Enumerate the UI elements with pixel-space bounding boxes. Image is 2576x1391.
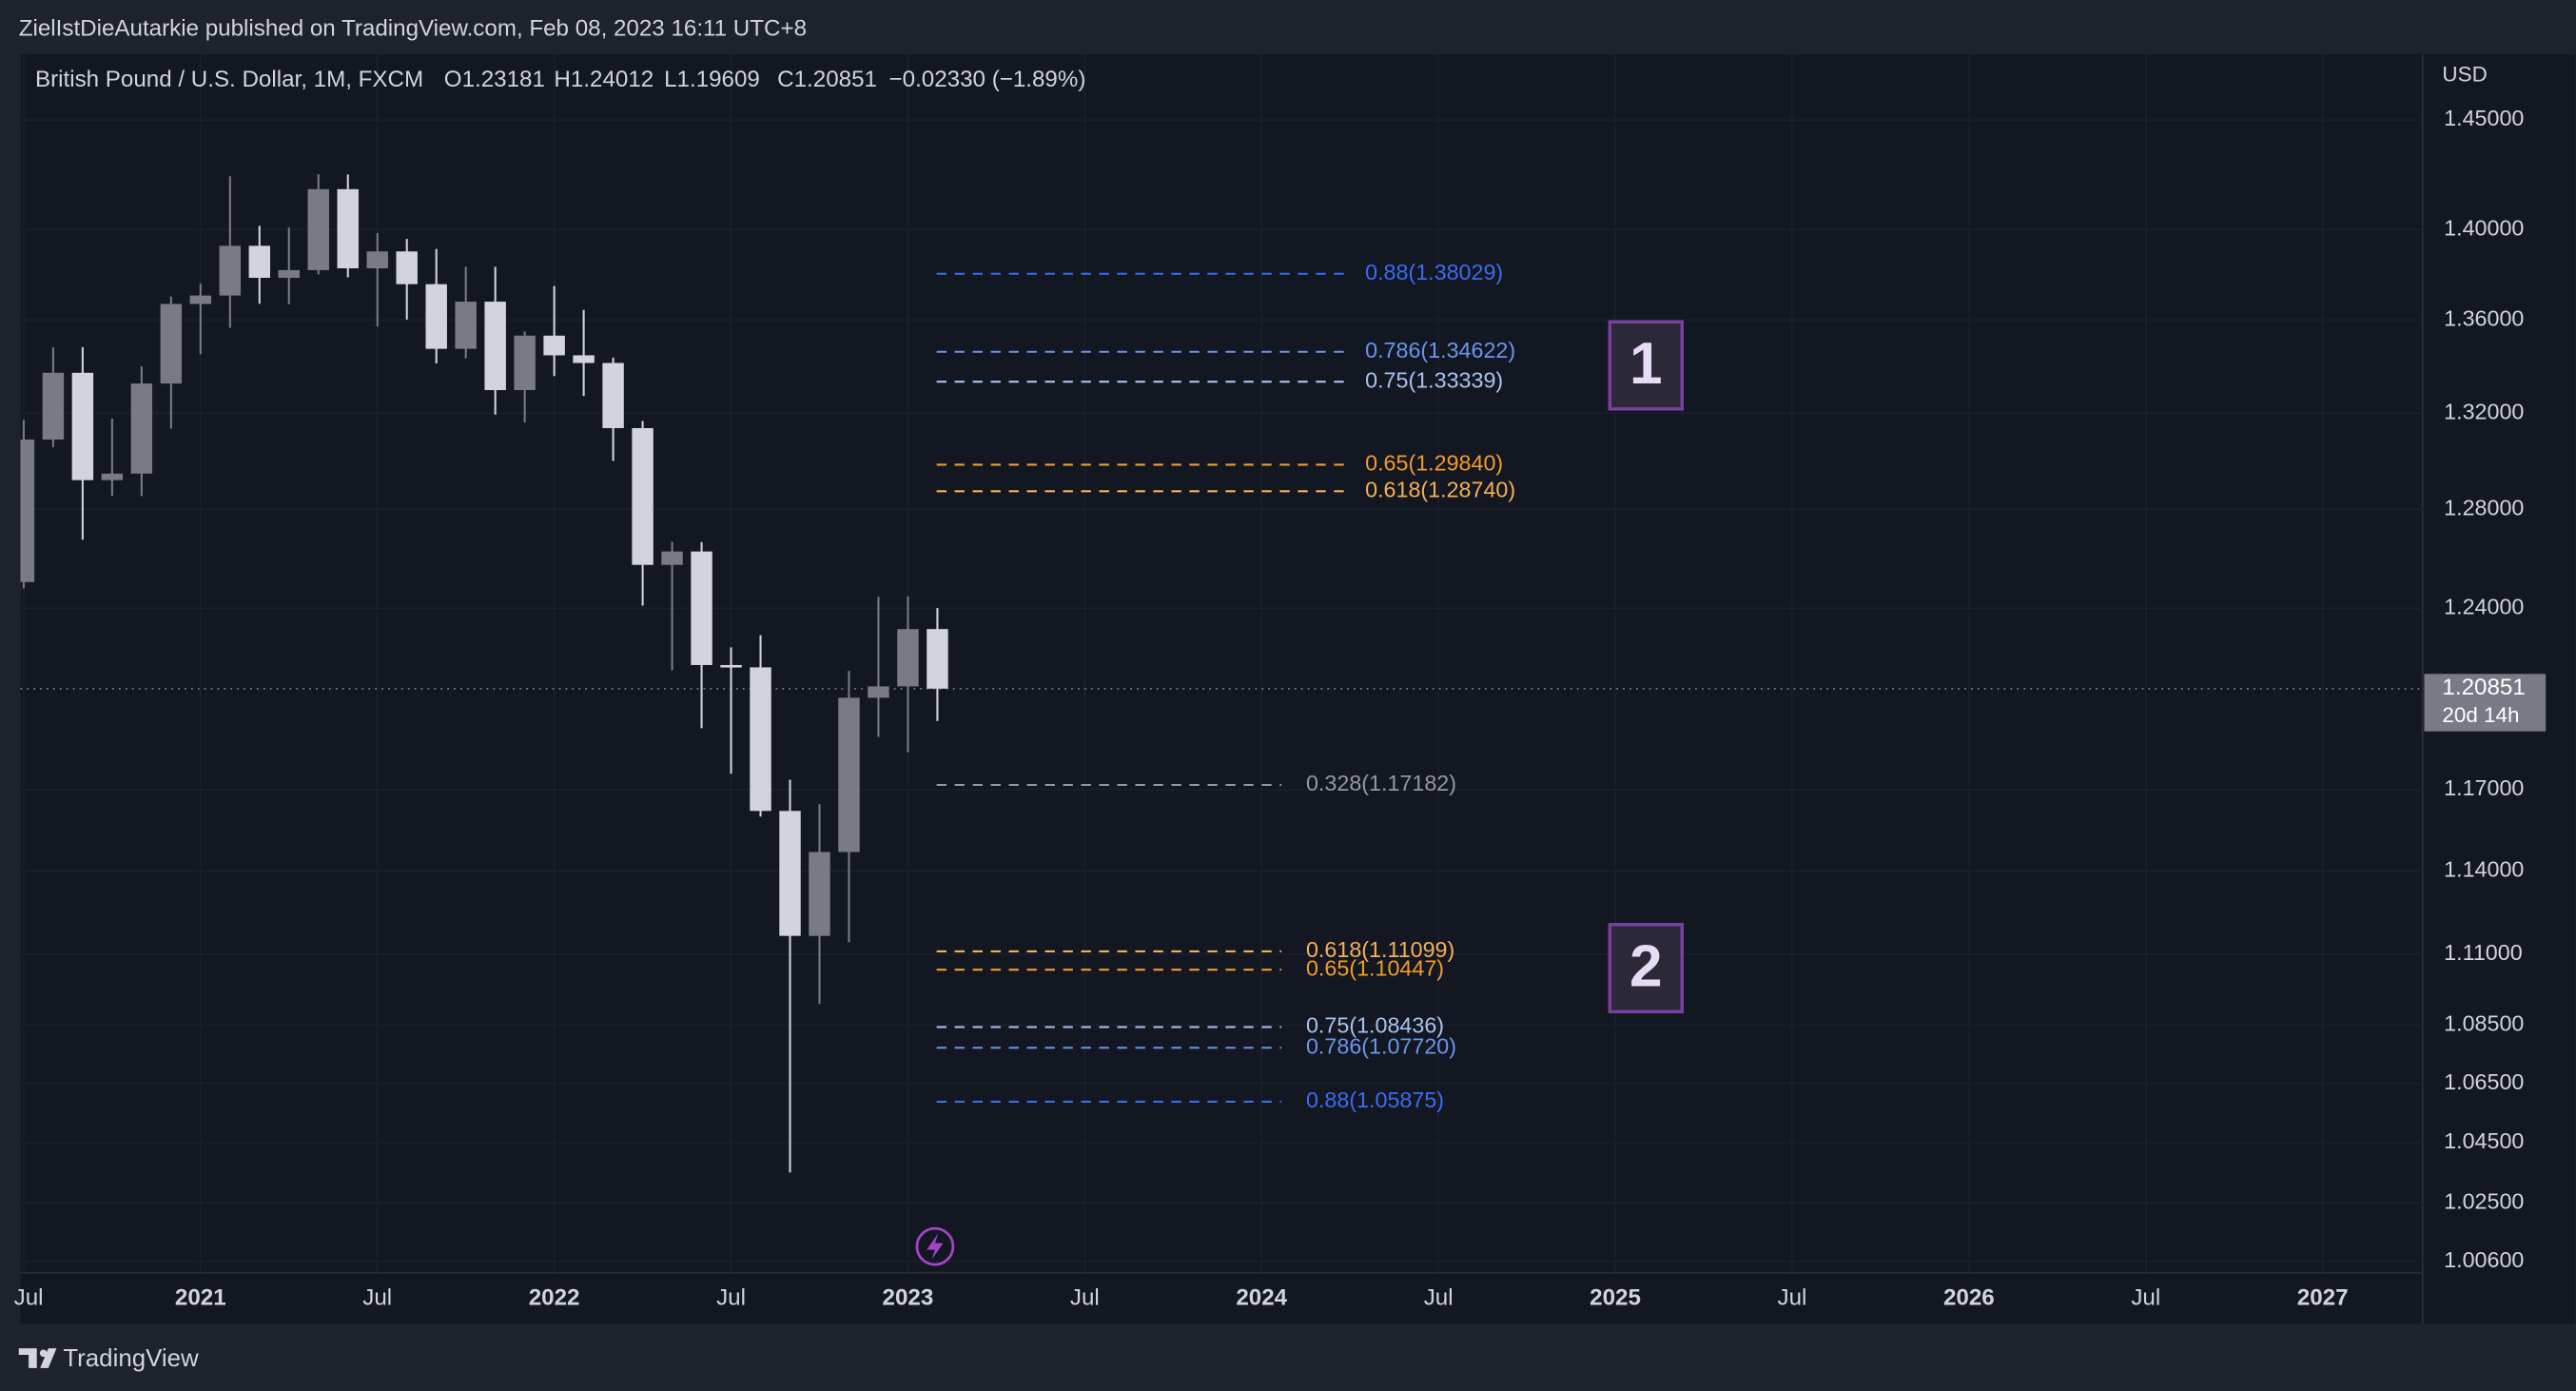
x-tick-label: Jul bbox=[2131, 1285, 2160, 1311]
candle-body bbox=[20, 439, 35, 582]
candle-body bbox=[868, 686, 889, 698]
chart-pane bbox=[20, 53, 2576, 1324]
annotation-box bbox=[1608, 320, 1684, 411]
annotation-label: 1 bbox=[1630, 331, 1663, 397]
y-tick-label: 1.06500 bbox=[2444, 1069, 2524, 1094]
candle-body bbox=[661, 551, 683, 565]
fib-level-label: 0.618(1.11099) bbox=[1306, 937, 1454, 962]
ohlc-value: C1.20851 bbox=[777, 67, 877, 92]
candle-body bbox=[101, 473, 124, 480]
candle-body bbox=[455, 302, 477, 349]
candle-body bbox=[219, 245, 242, 296]
candle-body bbox=[248, 245, 271, 278]
x-tick-label: Jul bbox=[1424, 1285, 1454, 1311]
candle-body bbox=[71, 372, 94, 480]
candle-body bbox=[750, 667, 771, 812]
ohlc-value: O1.23181 bbox=[444, 67, 545, 92]
candle-body bbox=[720, 664, 742, 668]
x-tick-label: 2022 bbox=[529, 1285, 580, 1311]
candle-body bbox=[691, 551, 712, 665]
last-price-tag bbox=[2424, 674, 2547, 732]
x-tick-label: Jul bbox=[716, 1285, 746, 1311]
candle-body bbox=[425, 284, 447, 349]
y-tick-label: 1.11000 bbox=[2444, 940, 2523, 965]
candle-body bbox=[632, 427, 654, 565]
fib-level-label: 0.88(1.38029) bbox=[1365, 260, 1503, 284]
fib-level-label: 0.328(1.17182) bbox=[1306, 771, 1456, 795]
candle-body bbox=[543, 335, 565, 356]
candle-body bbox=[307, 188, 329, 270]
x-tick-label: Jul bbox=[1070, 1285, 1100, 1311]
x-tick-label: 2023 bbox=[883, 1285, 934, 1311]
fib-level-label: 0.786(1.34622) bbox=[1365, 338, 1515, 362]
y-tick-label: 1.40000 bbox=[2444, 215, 2524, 240]
fib-level-label: 0.75(1.33339) bbox=[1365, 367, 1503, 392]
candle-body bbox=[573, 355, 595, 363]
x-tick-label: 2021 bbox=[175, 1285, 226, 1311]
candle-body bbox=[897, 629, 919, 687]
candle-body bbox=[514, 335, 536, 391]
candle-body bbox=[366, 251, 388, 269]
candle-body bbox=[130, 383, 153, 474]
y-tick-label: 1.00600 bbox=[2444, 1247, 2524, 1272]
candle-body bbox=[838, 697, 860, 852]
candle-body bbox=[396, 251, 418, 284]
candle-body bbox=[779, 811, 801, 936]
annotation-label: 2 bbox=[1630, 934, 1663, 1000]
y-tick-label: 1.08500 bbox=[2444, 1011, 2524, 1036]
annotation-box bbox=[1608, 923, 1684, 1013]
countdown-label: 20d 14h bbox=[2442, 703, 2519, 727]
y-tick-label: 1.24000 bbox=[2444, 595, 2524, 619]
y-tick-label: 1.14000 bbox=[2444, 856, 2524, 881]
event-icon[interactable] bbox=[915, 1226, 955, 1266]
candle-body bbox=[160, 304, 183, 384]
y-tick-label: 1.36000 bbox=[2444, 305, 2524, 330]
x-tick-label: Jul bbox=[362, 1285, 392, 1311]
x-tick-label: 2027 bbox=[2297, 1285, 2349, 1311]
candle-body bbox=[602, 362, 624, 428]
x-tick-label: Jul bbox=[1778, 1285, 1807, 1311]
candle-body bbox=[927, 629, 948, 689]
candle-body bbox=[189, 295, 212, 304]
currency-label: USD bbox=[2442, 62, 2487, 86]
fib-level-label: 0.65(1.10447) bbox=[1306, 955, 1444, 980]
y-tick-label: 1.28000 bbox=[2444, 495, 2524, 519]
y-tick-label: 1.02500 bbox=[2444, 1188, 2524, 1213]
fib-level-label: 0.75(1.08436) bbox=[1306, 1013, 1444, 1038]
fib-level-label: 0.618(1.28740) bbox=[1365, 477, 1515, 501]
x-tick-label: Jul bbox=[14, 1285, 44, 1311]
x-tick-label: 2024 bbox=[1236, 1285, 1287, 1311]
ohlc-value: −0.02330 (−1.89%) bbox=[889, 67, 1086, 92]
last-price-label: 1.20851 bbox=[2442, 675, 2525, 700]
y-tick-label: 1.45000 bbox=[2444, 106, 2524, 130]
brand: TradingView bbox=[63, 1345, 199, 1372]
candle-body bbox=[809, 852, 830, 936]
candle-body bbox=[484, 302, 506, 391]
fib-level-label: 0.65(1.29840) bbox=[1365, 451, 1503, 476]
y-tick-label: 1.17000 bbox=[2444, 775, 2524, 800]
candle-body bbox=[337, 188, 359, 269]
candle-body bbox=[278, 269, 300, 278]
fib-level-label: 0.88(1.05875) bbox=[1306, 1087, 1444, 1112]
plot bbox=[20, 174, 2423, 1173]
ohlc-value: L1.19609 bbox=[664, 67, 760, 92]
ohlc-value: H1.24012 bbox=[554, 67, 654, 92]
x-tick-label: 2026 bbox=[1943, 1285, 1995, 1311]
brand-logo bbox=[18, 1348, 57, 1368]
fib-level-label: 0.786(1.07720) bbox=[1306, 1033, 1456, 1058]
symbol-title: British Pound / U.S. Dollar, 1M, FXCM bbox=[35, 67, 423, 92]
x-tick-label: 2025 bbox=[1590, 1285, 1641, 1311]
candle-body bbox=[42, 372, 65, 440]
publisher: ZielIstDieAutarkie published on TradingV… bbox=[19, 15, 807, 41]
y-tick-label: 1.04500 bbox=[2444, 1128, 2524, 1153]
y-tick-label: 1.32000 bbox=[2444, 399, 2524, 423]
